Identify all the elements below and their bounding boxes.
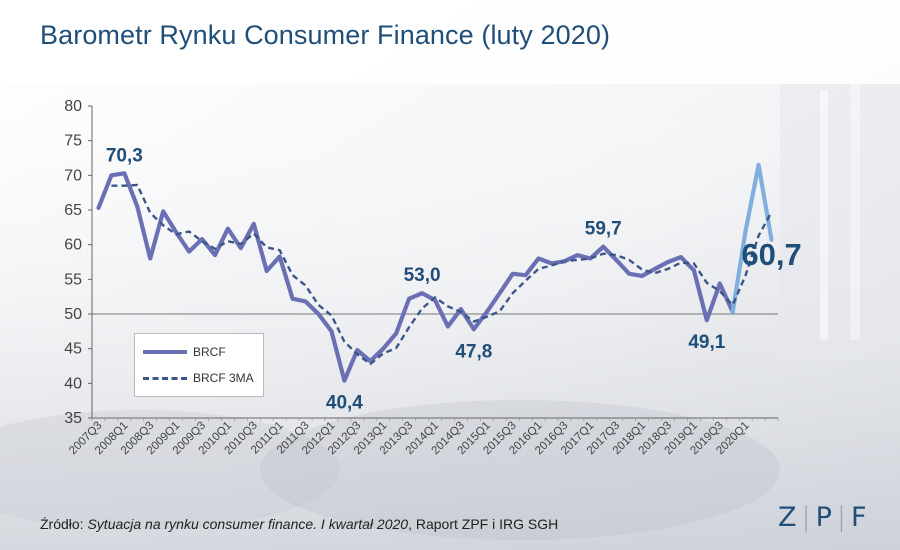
point-brcf [343, 379, 346, 382]
y-tick-label: 60 [64, 237, 82, 254]
point-brcf [382, 347, 385, 350]
source-prefix: Źródło: [40, 516, 88, 532]
point-brcf [615, 258, 618, 262]
logo-separator: | [836, 502, 848, 533]
y-tick-label: 70 [64, 167, 82, 184]
y-tick-label: 40 [64, 375, 82, 392]
point-brcf [226, 227, 230, 230]
point-brcf [589, 257, 592, 260]
data-label: 47,8 [455, 341, 492, 362]
point-brcf [472, 328, 476, 331]
point-brcf [485, 310, 488, 314]
point-brcf [550, 262, 553, 265]
legend-item-brcf-3ma: BRCF 3MA [143, 370, 254, 386]
point-brcf [200, 237, 204, 241]
point-brcf [110, 174, 113, 177]
data-label: 60,7 [741, 237, 801, 272]
point-brcf [407, 297, 411, 300]
point-brcf [446, 325, 450, 328]
point-brcf [291, 297, 294, 300]
point-brcf [123, 172, 126, 175]
y-tick-label: 45 [64, 341, 82, 358]
data-label: 59,7 [585, 219, 622, 240]
point-brcf [770, 238, 773, 242]
logo-separator: | [801, 502, 812, 533]
source-report: Sytuacja na rynku consumer finance. I kw… [87, 516, 409, 532]
y-tick-label: 65 [64, 202, 82, 219]
point-brcf [731, 310, 734, 314]
point-brcf [744, 229, 747, 232]
point-brcf [640, 274, 644, 278]
data-label: 53,0 [404, 265, 441, 286]
point-brcf [666, 260, 670, 264]
data-label: 70,3 [106, 145, 143, 166]
chart-title: Barometr Rynku Consumer Finance (luty 20… [40, 20, 611, 50]
point-brcf [356, 348, 359, 352]
point-brcf [187, 250, 191, 253]
point-brcf [136, 205, 139, 208]
point-brcf [239, 246, 243, 250]
y-tick-label: 55 [64, 271, 82, 288]
y-tick-label: 35 [64, 410, 82, 427]
chart-legend: BRCF BRCF 3MA [134, 333, 264, 397]
data-label: 40,4 [326, 393, 363, 414]
point-brcf [602, 245, 605, 248]
point-brcf [718, 282, 721, 285]
point-brcf [679, 255, 683, 259]
point-brcf [653, 267, 657, 271]
logo-letter-p: P [815, 502, 833, 533]
series-line-brcf-3ma [111, 183, 773, 366]
legend-label-brcf: BRCF [193, 345, 226, 359]
point-brcf [537, 257, 540, 260]
logo-letter-f: F [851, 502, 868, 533]
point-brcf [174, 230, 178, 234]
logo-letter-z: Z [778, 502, 798, 533]
point-brcf [252, 222, 255, 226]
data-label: 49,1 [688, 332, 725, 353]
y-tick-label: 50 [64, 306, 82, 323]
point-brcf [524, 273, 527, 277]
point-brcf [304, 300, 307, 303]
point-brcf [498, 292, 501, 295]
point-brcf [278, 255, 281, 258]
point-brcf [420, 292, 424, 295]
y-tick-label: 80 [64, 98, 82, 115]
point-brcf [369, 359, 372, 363]
series-line-brcf-recent [730, 162, 774, 314]
point-brcf [317, 312, 320, 316]
point-brcf [213, 253, 217, 257]
point-brcf [149, 257, 152, 260]
point-brcf [97, 206, 100, 210]
point-brcf [161, 210, 165, 213]
point-brcf [563, 260, 566, 263]
point-brcf [511, 272, 514, 275]
point-brcf [627, 272, 631, 275]
legend-label-brcf-3ma: BRCF 3MA [193, 371, 254, 385]
point-brcf [459, 307, 463, 311]
zpf-logo: Z | P | F [778, 502, 868, 533]
point-brcf [576, 253, 579, 257]
source-note: Źródło: Sytuacja na rynku consumer finan… [40, 516, 558, 532]
point-brcf [394, 332, 398, 335]
y-tick-label: 75 [64, 133, 82, 150]
source-suffix: , Raport ZPF i IRG SGH [408, 516, 559, 532]
point-brcf [433, 298, 437, 302]
point-brcf [265, 269, 268, 273]
point-brcf [692, 269, 696, 272]
point-brcf [705, 319, 709, 322]
legend-item-brcf: BRCF [143, 344, 226, 360]
legend-swatch-brcf-3ma [143, 376, 187, 380]
point-brcf [330, 330, 333, 333]
legend-swatch-brcf [143, 350, 187, 354]
point-brcf [757, 163, 760, 167]
